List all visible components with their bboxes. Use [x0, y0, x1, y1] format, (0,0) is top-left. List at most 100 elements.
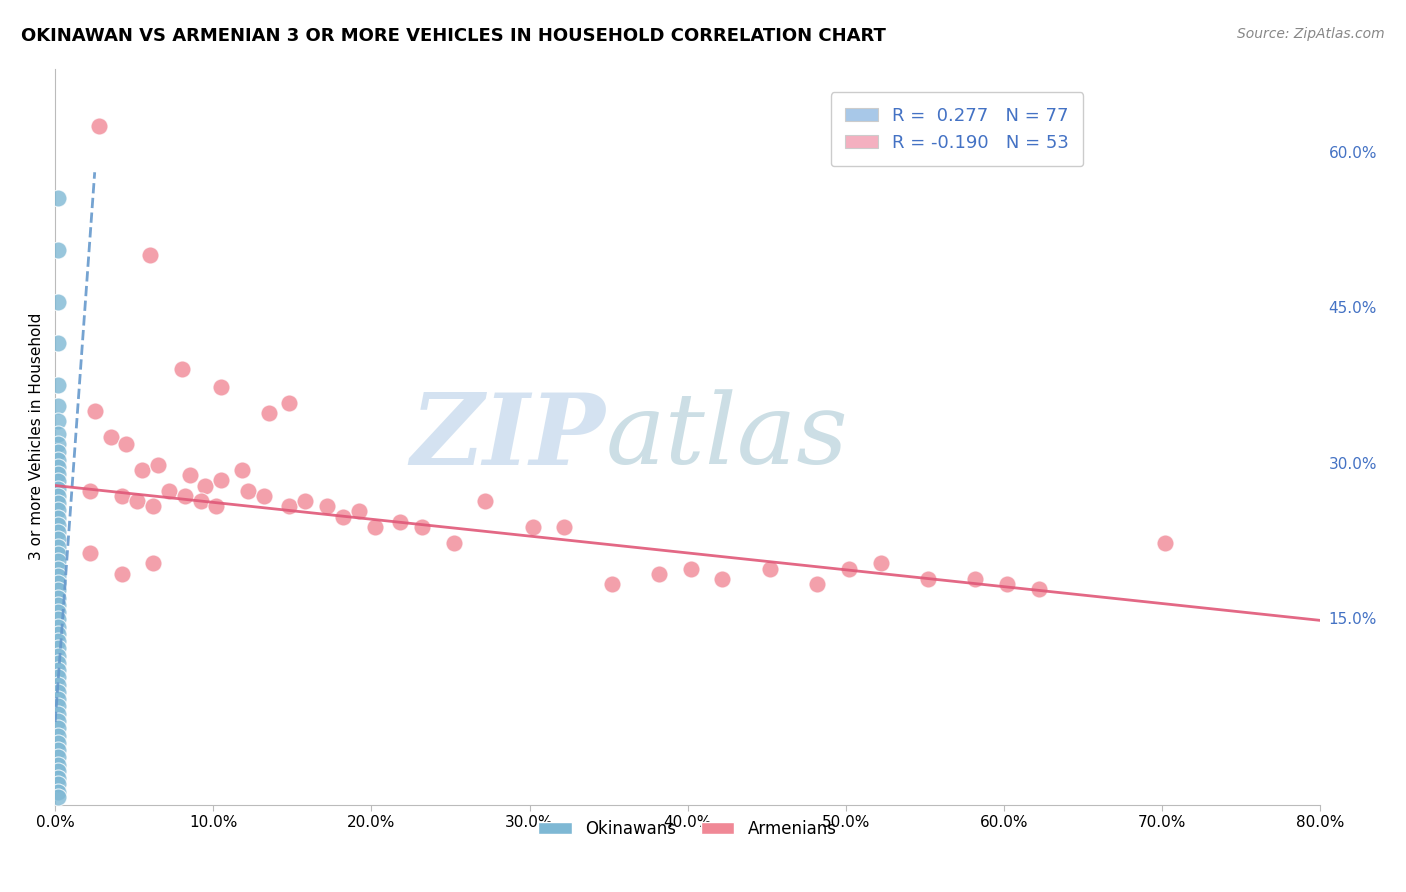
- Point: [46, 757, 69, 772]
- Point: [46, 743, 69, 757]
- Point: [46, 685, 69, 699]
- Point: [236, 483, 259, 498]
- Point: [173, 489, 195, 503]
- Point: [46, 547, 69, 561]
- Point: [79, 483, 101, 498]
- Point: [46, 452, 69, 467]
- Point: [965, 572, 987, 586]
- Point: [205, 500, 228, 514]
- Point: [46, 191, 69, 205]
- Point: [131, 463, 153, 477]
- Point: [46, 568, 69, 582]
- Legend: Okinawans, Armenians: Okinawans, Armenians: [531, 814, 844, 845]
- Point: [294, 494, 316, 508]
- Point: [110, 566, 132, 581]
- Point: [46, 721, 69, 735]
- Point: [46, 496, 69, 510]
- Point: [995, 577, 1018, 591]
- Point: [46, 736, 69, 750]
- Point: [474, 494, 496, 508]
- Point: [115, 437, 138, 451]
- Point: [127, 494, 149, 508]
- Point: [278, 395, 301, 409]
- Text: ZIP: ZIP: [411, 389, 606, 485]
- Point: [46, 678, 69, 692]
- Point: [46, 656, 69, 670]
- Point: [46, 789, 69, 804]
- Point: [388, 515, 411, 529]
- Point: [46, 692, 69, 706]
- Point: [316, 500, 339, 514]
- Point: [46, 706, 69, 721]
- Point: [46, 378, 69, 392]
- Point: [46, 503, 69, 517]
- Point: [46, 764, 69, 778]
- Point: [46, 554, 69, 568]
- Point: [46, 336, 69, 351]
- Point: [1028, 582, 1050, 597]
- Point: [46, 605, 69, 619]
- Point: [711, 572, 734, 586]
- Point: [46, 641, 69, 656]
- Point: [46, 243, 69, 257]
- Point: [46, 414, 69, 428]
- Point: [46, 663, 69, 677]
- Point: [806, 577, 828, 591]
- Point: [157, 483, 180, 498]
- Point: [142, 557, 165, 571]
- Point: [83, 404, 105, 418]
- Point: [46, 576, 69, 591]
- Point: [553, 520, 575, 534]
- Point: [278, 500, 301, 514]
- Text: Source: ZipAtlas.com: Source: ZipAtlas.com: [1237, 27, 1385, 41]
- Point: [190, 494, 212, 508]
- Point: [347, 504, 370, 518]
- Point: [46, 475, 69, 489]
- Point: [46, 634, 69, 648]
- Point: [869, 557, 891, 571]
- Point: [209, 380, 232, 394]
- Point: [46, 648, 69, 663]
- Point: [522, 520, 544, 534]
- Point: [46, 426, 69, 441]
- Point: [46, 598, 69, 612]
- Point: [679, 561, 702, 575]
- Point: [253, 489, 276, 503]
- Point: [194, 478, 217, 492]
- Point: [231, 463, 253, 477]
- Point: [46, 627, 69, 641]
- Point: [46, 540, 69, 554]
- Point: [600, 577, 623, 591]
- Point: [46, 714, 69, 728]
- Point: [411, 520, 433, 534]
- Point: [759, 561, 782, 575]
- Point: [46, 517, 69, 532]
- Point: [46, 482, 69, 496]
- Point: [648, 566, 671, 581]
- Y-axis label: 3 or more Vehicles in Household: 3 or more Vehicles in Household: [30, 313, 44, 560]
- Point: [100, 430, 122, 444]
- Point: [46, 437, 69, 451]
- Point: [110, 489, 132, 503]
- Point: [46, 591, 69, 605]
- Point: [46, 583, 69, 598]
- Point: [46, 619, 69, 633]
- Point: [1154, 535, 1177, 549]
- Point: [363, 520, 385, 534]
- Point: [46, 399, 69, 413]
- Text: atlas: atlas: [606, 389, 848, 484]
- Point: [46, 510, 69, 524]
- Point: [46, 771, 69, 785]
- Point: [170, 362, 193, 376]
- Point: [146, 458, 169, 472]
- Point: [46, 525, 69, 540]
- Point: [46, 533, 69, 547]
- Point: [79, 546, 101, 560]
- Point: [46, 489, 69, 503]
- Point: [46, 784, 69, 798]
- Point: [46, 777, 69, 791]
- Point: [46, 729, 69, 743]
- Point: [89, 119, 111, 133]
- Point: [838, 561, 860, 575]
- Point: [46, 750, 69, 764]
